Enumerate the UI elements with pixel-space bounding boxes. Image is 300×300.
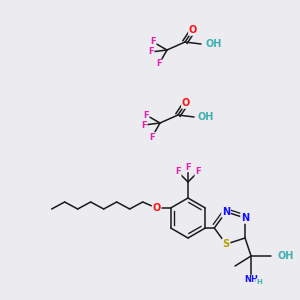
Text: H: H: [256, 279, 262, 285]
Text: OH: OH: [198, 112, 214, 122]
Text: F: F: [150, 38, 156, 46]
Text: F: F: [156, 59, 162, 68]
Text: F: F: [143, 110, 149, 119]
Text: F: F: [175, 167, 181, 176]
Text: NH: NH: [244, 275, 258, 284]
Text: F: F: [148, 47, 154, 56]
Text: F: F: [195, 167, 201, 176]
Text: O: O: [153, 203, 161, 213]
Text: N: N: [222, 207, 230, 217]
Text: F: F: [185, 163, 191, 172]
Text: S: S: [223, 239, 230, 249]
Text: O: O: [189, 25, 197, 35]
Text: N: N: [241, 213, 249, 223]
Text: OH: OH: [277, 251, 293, 261]
Text: F: F: [141, 121, 147, 130]
Text: OH: OH: [205, 39, 221, 49]
Text: O: O: [182, 98, 190, 108]
Text: F: F: [149, 133, 155, 142]
